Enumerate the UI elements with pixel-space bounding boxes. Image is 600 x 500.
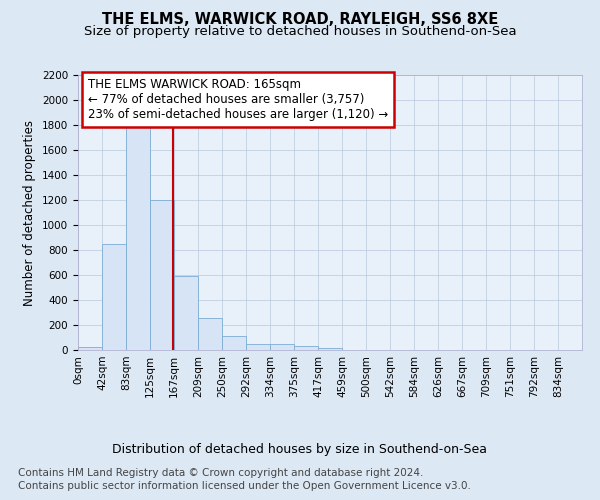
Bar <box>270 344 294 350</box>
Text: Contains HM Land Registry data © Crown copyright and database right 2024.: Contains HM Land Registry data © Crown c… <box>18 468 424 477</box>
Bar <box>318 348 342 350</box>
Text: Distribution of detached houses by size in Southend-on-Sea: Distribution of detached houses by size … <box>113 442 487 456</box>
Bar <box>126 126 150 350</box>
Bar <box>102 244 126 350</box>
Text: THE ELMS WARWICK ROAD: 165sqm
← 77% of detached houses are smaller (3,757)
23% o: THE ELMS WARWICK ROAD: 165sqm ← 77% of d… <box>88 78 388 120</box>
Bar <box>174 276 198 350</box>
Text: Size of property relative to detached houses in Southend-on-Sea: Size of property relative to detached ho… <box>83 25 517 38</box>
Text: Contains public sector information licensed under the Open Government Licence v3: Contains public sector information licen… <box>18 481 471 491</box>
Bar <box>222 336 246 350</box>
Y-axis label: Number of detached properties: Number of detached properties <box>23 120 37 306</box>
Bar <box>198 318 222 350</box>
Bar <box>294 346 318 350</box>
Bar <box>78 347 102 350</box>
Bar <box>246 344 270 350</box>
Text: THE ELMS, WARWICK ROAD, RAYLEIGH, SS6 8XE: THE ELMS, WARWICK ROAD, RAYLEIGH, SS6 8X… <box>102 12 498 28</box>
Bar <box>150 200 174 350</box>
